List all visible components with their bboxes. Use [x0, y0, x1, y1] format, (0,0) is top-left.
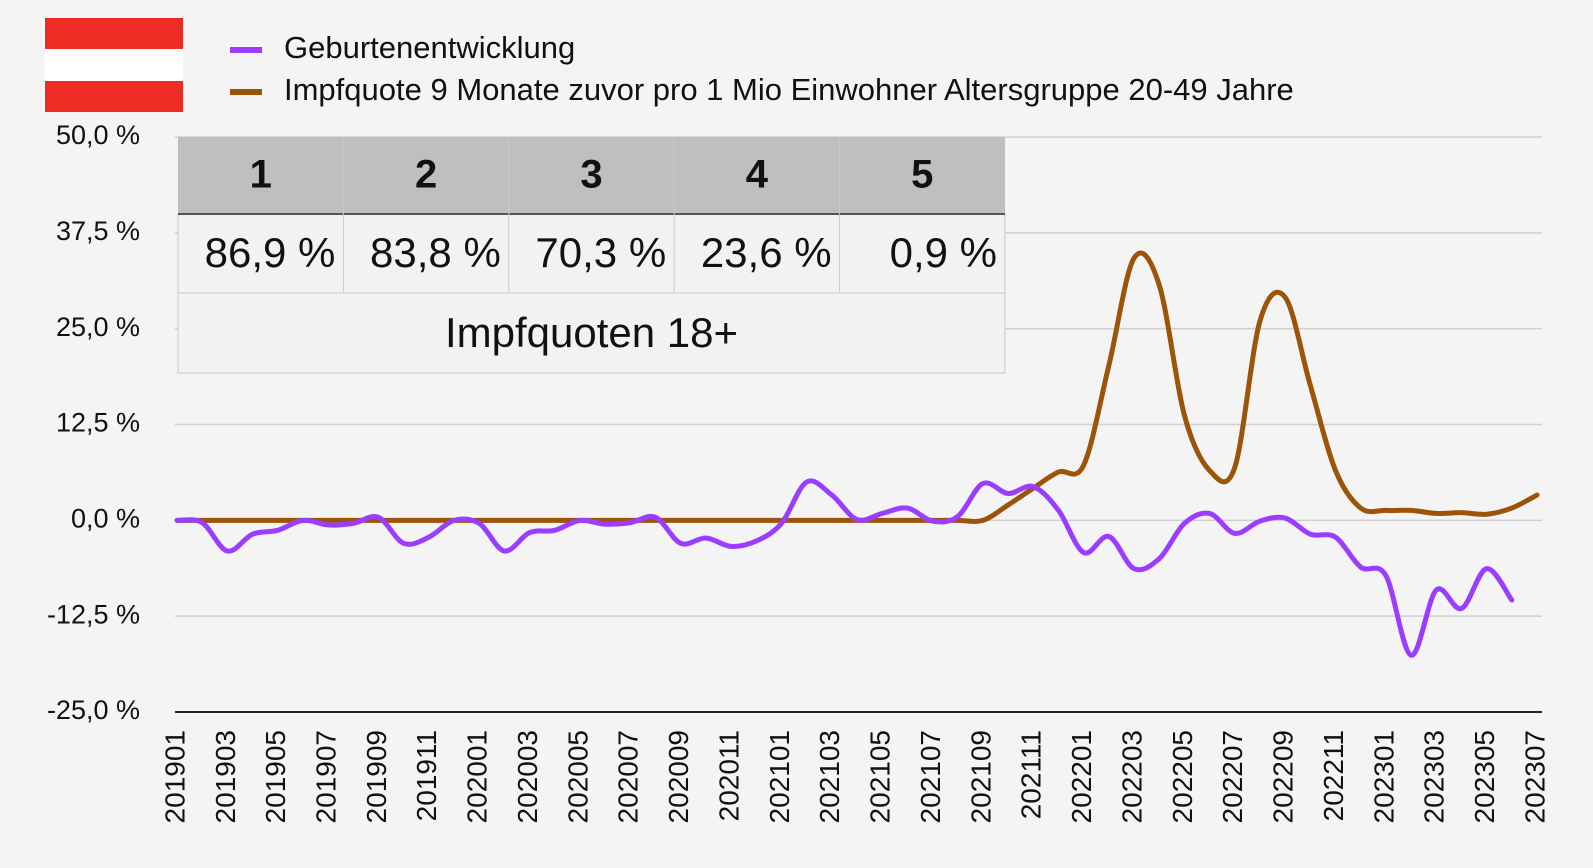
series-line — [174, 250, 1540, 524]
y-tick-label: 25,0 % — [56, 312, 140, 342]
table-header: 5 — [911, 153, 933, 197]
x-tick-label: 202301 — [1368, 730, 1399, 823]
y-tick-label: 12,5 % — [56, 408, 140, 438]
x-tick-label: 201905 — [260, 730, 291, 823]
x-tick-label: 202205 — [1167, 730, 1198, 823]
table-header: 1 — [250, 153, 272, 197]
flag — [45, 18, 183, 112]
x-tick-label: 201907 — [311, 730, 342, 823]
x-tick-label: 202201 — [1066, 730, 1097, 823]
x-tick-label: 202107 — [915, 730, 946, 823]
inset-table: 1 86,9 % 2 83,8 % 3 70,3 % 4 23,6 % 5 0,9 % Impfqu… — [177, 137, 1006, 374]
x-tick-label: 202101 — [764, 730, 795, 823]
x-tick-label: 202307 — [1519, 730, 1550, 823]
table-value: 70,3 % — [535, 229, 666, 276]
x-tick-label: 202001 — [462, 730, 493, 823]
table-value: 86,9 % — [205, 229, 336, 276]
y-tick-label: -25,0 % — [47, 695, 140, 725]
y-tick-label: 50,0 % — [56, 120, 140, 150]
x-tick-label: 202209 — [1268, 730, 1299, 823]
table-header: 2 — [415, 153, 437, 197]
x-tick-label: 202005 — [562, 730, 593, 823]
x-tick-label: 202103 — [814, 730, 845, 823]
table-header-bg — [178, 137, 1005, 214]
legend-label: Impfquote 9 Monate zuvor pro 1 Mio Einwo… — [284, 72, 1294, 107]
x-tick-label: 202009 — [663, 730, 694, 823]
table-header: 4 — [746, 153, 769, 197]
x-tick-label: 201909 — [361, 730, 392, 823]
table-value: 0,9 % — [890, 229, 997, 276]
y-tick-label: -12,5 % — [47, 599, 140, 629]
table-header: 3 — [580, 153, 602, 197]
table-value: 23,6 % — [701, 229, 832, 276]
x-tick-label: 201903 — [210, 730, 241, 823]
flag-stripe — [45, 81, 183, 112]
y-tick-label: 37,5 % — [56, 216, 140, 246]
x-tick-label: 202305 — [1469, 730, 1500, 823]
x-tick-label: 201901 — [159, 730, 190, 823]
y-tick-label: 0,0 % — [71, 503, 140, 533]
x-tick-label: 202203 — [1116, 730, 1147, 823]
x-tick-label: 202303 — [1419, 730, 1450, 823]
x-tick-label: 202109 — [965, 730, 996, 823]
x-tick-label: 202207 — [1217, 730, 1248, 823]
series-line — [174, 478, 1515, 658]
x-tick-label: 202211 — [1318, 730, 1349, 821]
x-tick-label: 202011 — [713, 730, 744, 821]
legend-label: Geburtenentwicklung — [284, 30, 575, 65]
table-value: 83,8 % — [370, 229, 501, 276]
x-tick-label: 202111 — [1016, 730, 1047, 819]
x-tick-label: 201911 — [411, 730, 442, 821]
x-tick-label: 202003 — [512, 730, 543, 823]
table-caption: Impfquoten 18+ — [445, 309, 738, 356]
flag-stripe — [45, 18, 183, 49]
x-tick-label: 202105 — [865, 730, 896, 823]
x-tick-label: 202007 — [613, 730, 644, 823]
flag-stripe — [45, 49, 183, 81]
